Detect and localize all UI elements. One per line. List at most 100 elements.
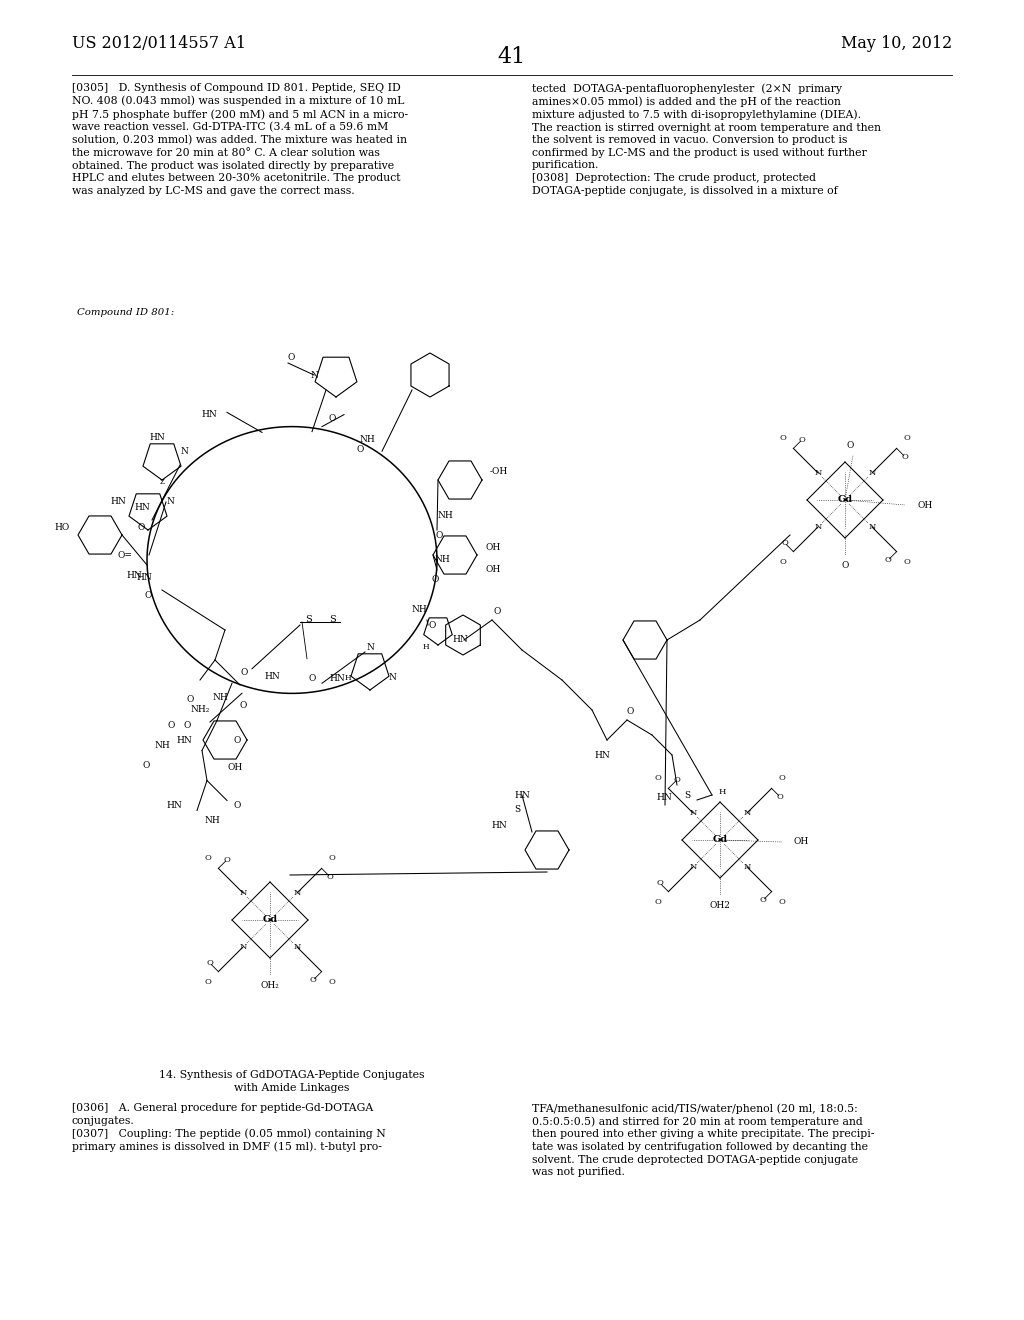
Text: O: O	[799, 436, 805, 444]
Text: HN: HN	[264, 672, 280, 681]
Text: US 2012/0114557 A1: US 2012/0114557 A1	[72, 36, 246, 51]
Text: O: O	[904, 434, 910, 442]
Text: S: S	[329, 615, 336, 624]
Text: S: S	[304, 615, 311, 624]
Text: N: N	[743, 809, 751, 817]
Text: Gd: Gd	[713, 836, 728, 845]
Text: NH: NH	[155, 741, 170, 750]
Text: N: N	[240, 942, 247, 950]
Text: HN: HN	[150, 433, 165, 442]
Text: NH: NH	[437, 511, 453, 520]
Text: O: O	[846, 441, 854, 450]
Text: O: O	[240, 701, 247, 710]
Text: NH: NH	[434, 556, 450, 565]
Text: O: O	[137, 524, 145, 532]
Text: NH: NH	[359, 434, 375, 444]
Text: O: O	[779, 558, 786, 566]
Text: OH: OH	[918, 500, 932, 510]
Text: tected  DOTAGA-pentafluorophenylester  (2×N  primary
amines×0.05 mmol) is added : tected DOTAGA-pentafluorophenylester (2×…	[532, 83, 881, 195]
Text: O: O	[308, 673, 315, 682]
Text: O: O	[654, 898, 662, 907]
Text: O: O	[627, 708, 634, 717]
Text: NH: NH	[212, 693, 228, 702]
Text: HN: HN	[176, 737, 193, 744]
Text: O: O	[356, 445, 364, 454]
Text: O: O	[674, 776, 680, 784]
Text: TFA/methanesulfonic acid/TIS/water/phenol (20 ml, 18:0.5:
0.5:0.5:0.5) and stirr: TFA/methanesulfonic acid/TIS/water/pheno…	[532, 1104, 874, 1177]
Text: O: O	[329, 414, 336, 424]
Text: N: N	[388, 673, 396, 682]
Text: HN: HN	[656, 793, 672, 803]
Text: Gd: Gd	[838, 495, 853, 504]
Text: N: N	[293, 890, 301, 898]
Text: N: N	[240, 890, 247, 898]
Text: S: S	[684, 791, 690, 800]
Text: O: O	[654, 774, 662, 781]
Text: O: O	[223, 855, 230, 863]
Text: H: H	[423, 643, 429, 651]
Text: O: O	[327, 873, 334, 880]
Text: NH₂: NH₂	[190, 705, 210, 714]
Text: N: N	[868, 523, 876, 531]
Text: NH: NH	[204, 816, 220, 825]
Text: N: N	[166, 498, 174, 507]
Text: N: N	[743, 863, 751, 871]
Text: HN: HN	[492, 821, 507, 829]
Text: 41: 41	[498, 46, 526, 69]
Text: May 10, 2012: May 10, 2012	[841, 36, 952, 51]
Text: O: O	[144, 590, 152, 599]
Text: O: O	[288, 352, 295, 362]
Text: H: H	[718, 788, 726, 796]
Text: N: N	[814, 469, 822, 477]
Text: N: N	[868, 469, 876, 477]
Text: O: O	[309, 975, 316, 985]
Text: O: O	[329, 978, 336, 986]
Text: N: N	[180, 447, 188, 457]
Text: 14. Synthesis of GdDOTAGA-Peptide Conjugates: 14. Synthesis of GdDOTAGA-Peptide Conjug…	[160, 1071, 425, 1080]
Text: N: N	[310, 371, 317, 380]
Text: OH₂: OH₂	[260, 981, 280, 990]
Text: HN: HN	[594, 751, 610, 759]
Text: HN: HN	[134, 503, 150, 512]
Text: O: O	[494, 607, 501, 616]
Text: O: O	[842, 561, 849, 569]
Text: O: O	[205, 854, 211, 862]
Text: N: N	[689, 863, 696, 871]
Text: O: O	[781, 539, 788, 546]
Text: Z: Z	[160, 478, 165, 486]
Text: HO: HO	[54, 523, 70, 532]
Text: [0306]   A. General procedure for peptide-Gd-DOTAGA
conjugates.
[0307]   Couplin: [0306] A. General procedure for peptide-…	[72, 1104, 386, 1152]
Text: HN: HN	[126, 570, 142, 579]
Text: OH: OH	[485, 565, 501, 574]
Text: [0305]   D. Synthesis of Compound ID 801. Peptide, SEQ ID
NO. 408 (0.043 mmol) w: [0305] D. Synthesis of Compound ID 801. …	[72, 83, 409, 195]
Text: O: O	[904, 558, 910, 566]
Text: HN: HN	[452, 635, 468, 644]
Text: OH: OH	[227, 763, 243, 772]
Text: N: N	[814, 523, 822, 531]
Text: HN: HN	[166, 801, 182, 810]
Text: O=: O=	[117, 550, 132, 560]
Text: -OH: -OH	[490, 467, 508, 477]
Text: O: O	[142, 760, 150, 770]
Text: O: O	[183, 721, 190, 730]
Text: O: O	[885, 556, 892, 564]
Text: O: O	[656, 879, 664, 887]
Text: HN: HN	[329, 675, 345, 684]
Text: O: O	[233, 801, 241, 810]
Text: HN: HN	[111, 498, 126, 507]
Text: with Amide Linkages: with Amide Linkages	[234, 1082, 349, 1093]
Text: S: S	[514, 805, 520, 814]
Text: N: N	[293, 942, 301, 950]
Text: Gd: Gd	[262, 916, 278, 924]
Text: NH: NH	[411, 606, 427, 615]
Text: O: O	[435, 531, 442, 540]
Text: Compound ID 801:: Compound ID 801:	[77, 308, 174, 317]
Text: O: O	[902, 453, 908, 461]
Text: O: O	[431, 576, 438, 585]
Text: O: O	[776, 793, 783, 801]
Text: O: O	[168, 721, 175, 730]
Text: O: O	[779, 898, 785, 907]
Text: O: O	[428, 620, 435, 630]
Text: OH: OH	[794, 837, 809, 846]
Text: O: O	[186, 696, 194, 705]
